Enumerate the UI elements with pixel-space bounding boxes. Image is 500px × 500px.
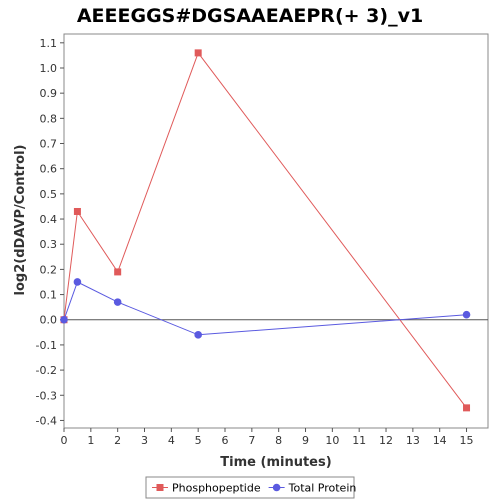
y-tick-label: 1.1 bbox=[40, 37, 58, 50]
y-tick-label: 0.8 bbox=[40, 112, 58, 125]
y-tick-label: 0.5 bbox=[40, 188, 58, 201]
y-tick-label: 0.0 bbox=[40, 314, 58, 327]
y-tick-label: -0.2 bbox=[36, 364, 57, 377]
y-tick-label: 0.7 bbox=[40, 138, 58, 151]
y-tick-label: -0.4 bbox=[36, 414, 57, 427]
data-point-total-protein bbox=[113, 298, 122, 306]
data-point-total-protein bbox=[194, 331, 202, 339]
x-tick-label: 13 bbox=[406, 434, 420, 447]
y-axis-label: log2(dDAVP/Control) bbox=[13, 145, 28, 296]
data-point-phosphopeptide bbox=[114, 268, 122, 276]
data-point-phosphopeptide bbox=[463, 404, 471, 412]
plot-area: -0.4 -0.3 -0.2 -0.1 0.0 0.1 0.2 0.3 0.4 0.5 0.6 0.7… bbox=[36, 33, 489, 447]
x-tick-label: 2 bbox=[114, 434, 121, 447]
data-point-total-protein bbox=[60, 315, 68, 324]
y-tick-label: 0.6 bbox=[40, 163, 58, 176]
x-tick-label: 10 bbox=[325, 434, 339, 447]
y-tick-label: -0.3 bbox=[36, 389, 57, 402]
x-tick-label: 5 bbox=[195, 434, 202, 447]
x-tick-label: 15 bbox=[460, 434, 474, 447]
y-tick-label: 0.4 bbox=[40, 213, 58, 226]
x-tick-label: 3 bbox=[141, 434, 148, 447]
x-tick-label: 11 bbox=[352, 434, 366, 447]
plot-frame bbox=[63, 33, 489, 429]
legend-box bbox=[145, 476, 355, 499]
y-tick-label: -0.1 bbox=[36, 339, 57, 352]
x-tick-label: 12 bbox=[379, 434, 393, 447]
y-tick-label: 0.9 bbox=[40, 87, 58, 100]
x-tick-label: 7 bbox=[248, 434, 255, 447]
data-point-phosphopeptide bbox=[194, 49, 202, 57]
x-tick-label: 4 bbox=[168, 434, 175, 447]
x-tick-label: 1 bbox=[87, 434, 94, 447]
x-tick-label: 8 bbox=[275, 434, 282, 447]
y-tick-label: 0.3 bbox=[40, 238, 58, 251]
legend-marker-total-protein bbox=[272, 483, 281, 492]
legend-marker-phosphopeptide bbox=[156, 484, 164, 491]
x-tick-label: 0 bbox=[61, 434, 68, 447]
y-tick-label: 0.2 bbox=[40, 263, 58, 276]
legend-label-phosphopeptide: Phosphopeptide bbox=[172, 482, 261, 495]
x-tick-label: 14 bbox=[433, 434, 447, 447]
data-point-total-protein bbox=[462, 310, 471, 319]
chart-title: AEEEGGS#DGSAAEAEPR(+ 3)_v1 bbox=[77, 5, 423, 27]
legend-label-total-protein: Total Protein bbox=[288, 482, 357, 495]
data-point-total-protein bbox=[73, 278, 82, 286]
y-tick-label: 1.0 bbox=[40, 62, 58, 75]
data-point-phosphopeptide bbox=[73, 207, 81, 215]
legend: Phosphopeptide Total Protein bbox=[145, 476, 357, 499]
x-axis-label: Time (minutes) bbox=[220, 455, 331, 470]
y-tick-label: 0.1 bbox=[40, 289, 58, 302]
x-tick-label: 6 bbox=[222, 434, 229, 447]
x-tick-label: 9 bbox=[302, 434, 309, 447]
